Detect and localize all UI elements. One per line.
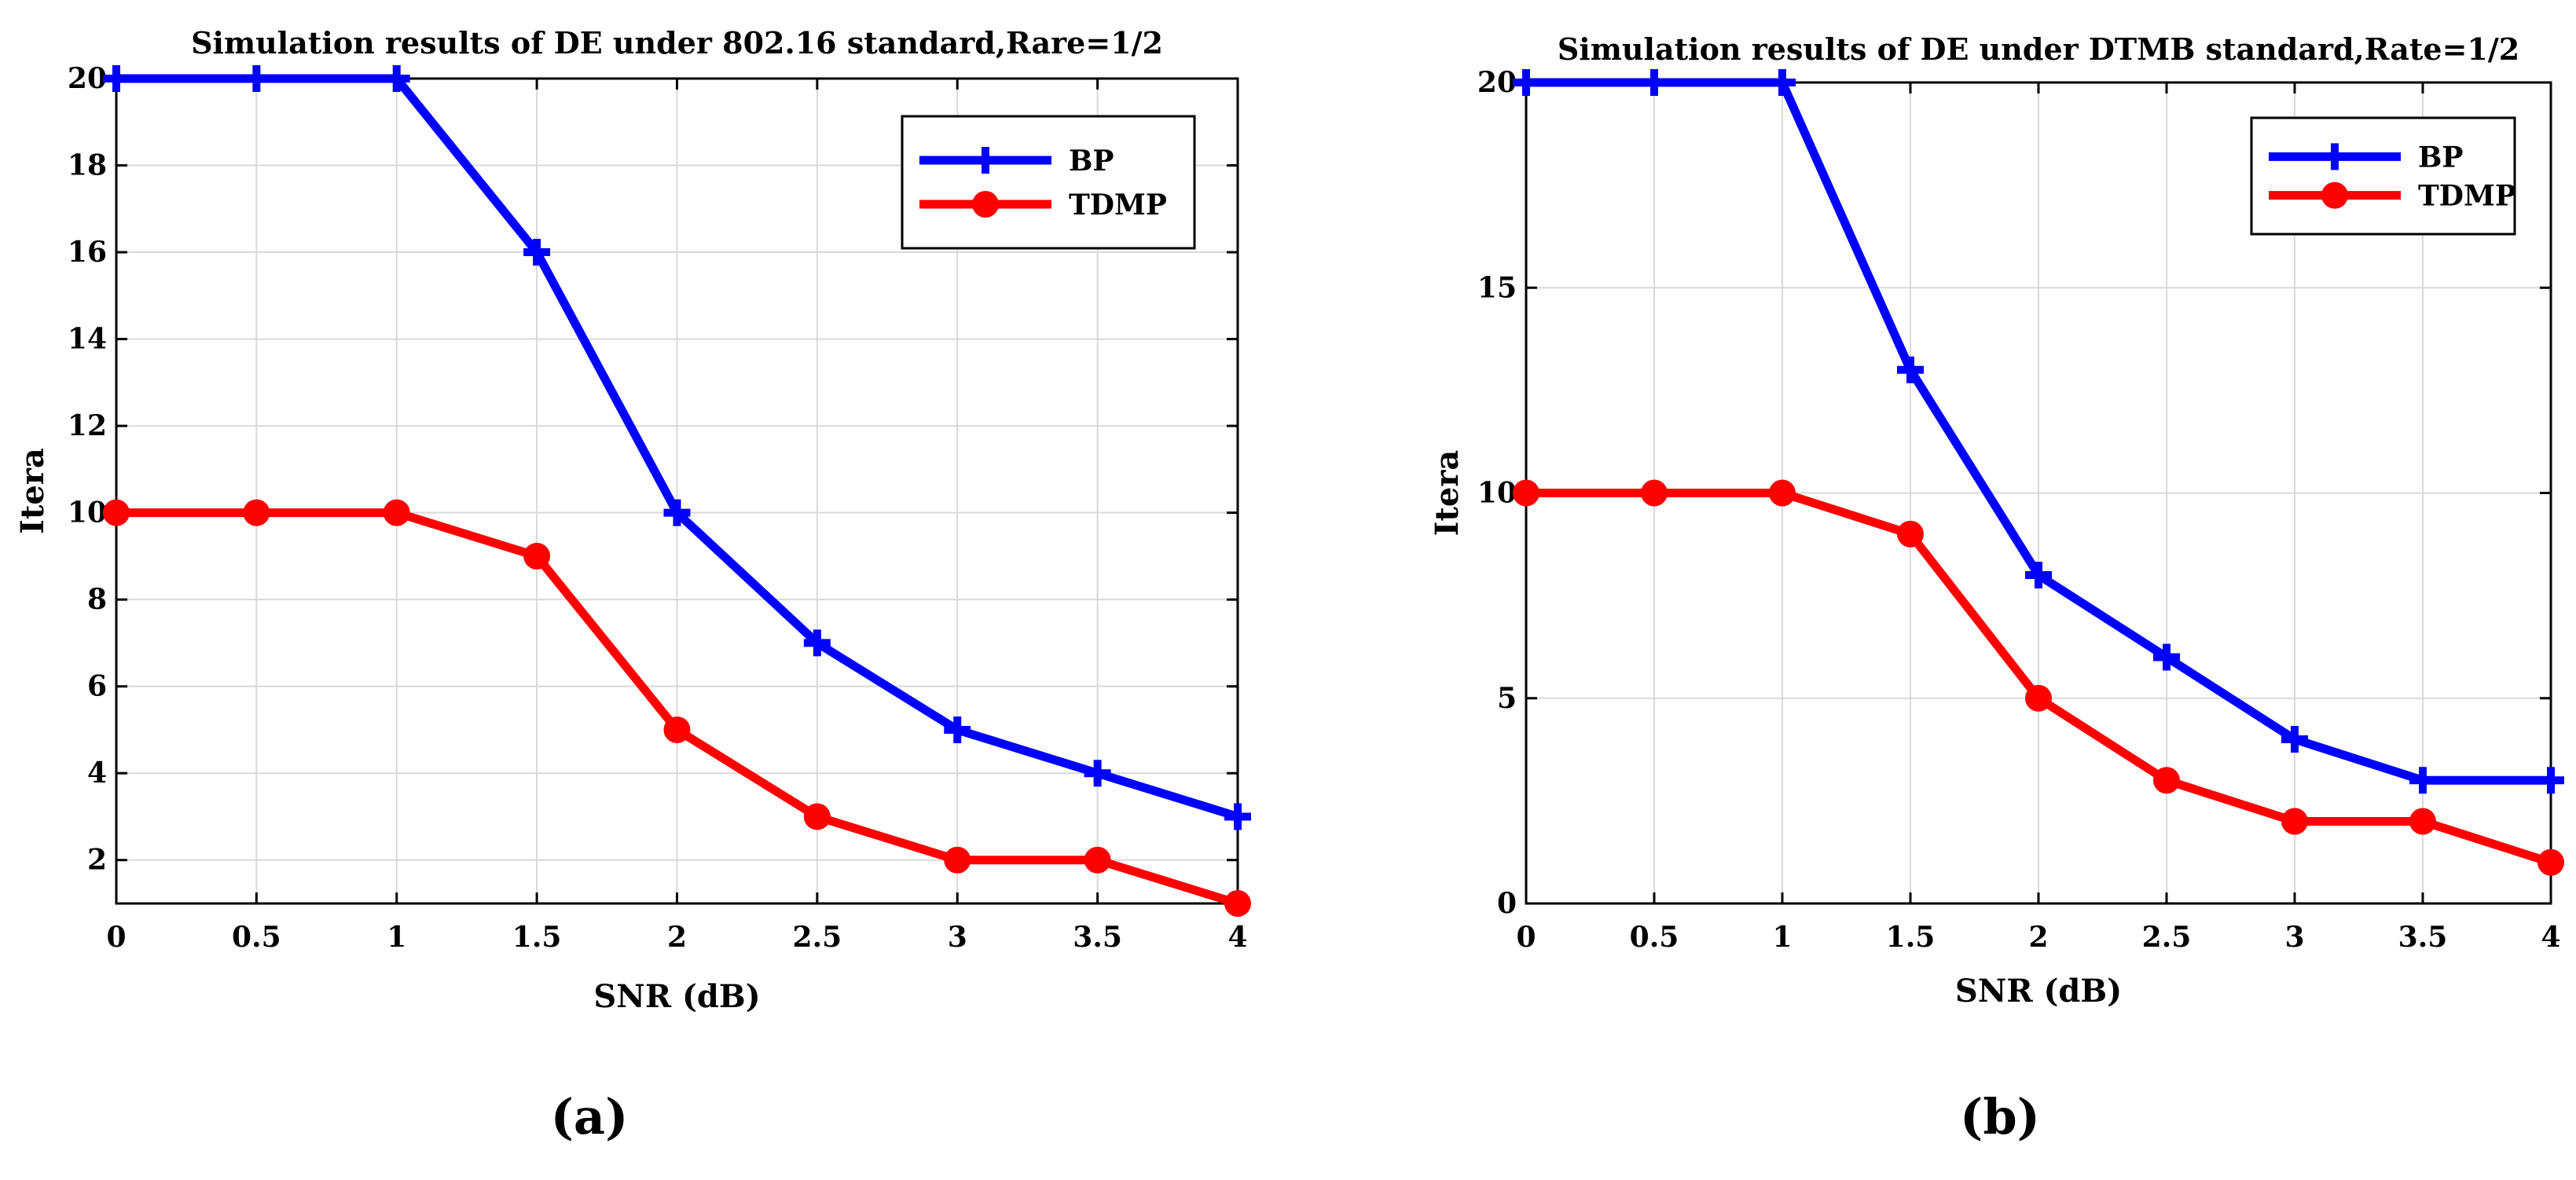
legend-marker-bp	[972, 147, 999, 174]
chart-b: 0 0.5 1 1.5 2 2.5 3 3.5 4 0 5 10 15 20 Simulation resu…	[1429, 31, 2564, 1010]
y-tick-label: 6	[87, 670, 107, 703]
data-point-tdmp	[243, 499, 270, 526]
data-point-bp	[2153, 643, 2180, 671]
data-point-tdmp	[2281, 808, 2308, 835]
x-axis-label: SNR (dB)	[593, 978, 760, 1015]
x-tick-label: 4	[1227, 921, 1247, 954]
data-point-tdmp	[1641, 479, 1668, 507]
panel-label-a: (a)	[550, 1088, 629, 1145]
data-point-tdmp	[1084, 846, 1111, 874]
data-point-bp	[2537, 767, 2564, 794]
data-point-bp	[2409, 767, 2436, 794]
legend-label-tdmp: TDMP	[2418, 180, 2516, 213]
data-point-bp	[2025, 562, 2052, 588]
legend-marker-bp	[2321, 143, 2348, 170]
x-tick-label: 1.5	[1886, 921, 1936, 954]
y-tick-label: 18	[68, 149, 107, 182]
x-tick-label: 3.5	[1073, 921, 1122, 954]
chart-title: Simulation results of DE under 802.16 st…	[191, 25, 1163, 60]
data-point-tdmp	[2537, 848, 2564, 876]
data-point-tdmp	[523, 542, 551, 570]
legend-box	[901, 115, 1196, 250]
legend-label-bp: BP	[1069, 145, 1114, 178]
data-point-bp	[2281, 726, 2308, 753]
x-tick-label: 1.5	[512, 921, 562, 954]
data-point-tdmp	[383, 499, 410, 526]
y-tick-label: 0	[1497, 887, 1517, 920]
x-tick-label: 2	[2028, 921, 2048, 954]
data-point-tdmp	[1513, 479, 1539, 507]
x-tick-label: 3	[948, 921, 967, 954]
y-tick-label: 8	[87, 583, 107, 616]
data-point-bp	[243, 65, 270, 92]
x-tick-label: 3	[2284, 921, 2304, 954]
y-tick-label: 20	[1477, 66, 1517, 99]
data-point-bp	[523, 239, 551, 266]
x-tick-label: 4	[2541, 921, 2560, 954]
legend-label-tdmp: TDMP	[1069, 189, 1167, 222]
y-tick-label: 12	[68, 409, 107, 442]
y-tick-label: 4	[87, 757, 107, 790]
data-point-tdmp	[1224, 890, 1251, 917]
data-point-tdmp	[1769, 479, 1796, 507]
x-tick-label: 3.5	[2398, 921, 2448, 954]
y-axis-label: Itera	[1429, 450, 1466, 537]
data-point-tdmp	[2153, 767, 2180, 794]
data-point-tdmp	[103, 499, 130, 526]
chart-a: 0 0.5 1 1.5 2 2.5 3 3.5 4 2 4 6 8 10 12 14 16 18 20 Simulat…	[14, 25, 1251, 1015]
y-tick-label: 2	[87, 844, 107, 877]
x-axis-label: SNR (dB)	[1955, 973, 2122, 1010]
x-tick-label: 0.5	[232, 921, 281, 954]
x-tick-label: 0	[106, 921, 126, 954]
y-tick-label: 16	[68, 236, 107, 269]
y-tick-label: 14	[68, 323, 107, 356]
data-point-bp	[944, 716, 971, 743]
y-axis-label: Itera	[14, 448, 51, 534]
data-point-bp	[1897, 356, 1924, 383]
x-tick-label: 2.5	[793, 921, 842, 954]
x-tick-label: 1	[1772, 921, 1792, 954]
x-tick-label: 0	[1516, 921, 1536, 954]
data-point-tdmp	[2409, 808, 2436, 835]
x-tick-label: 1	[387, 921, 406, 954]
y-tick-label: 5	[1497, 682, 1517, 715]
legend-marker-tdmp	[2321, 181, 2348, 209]
x-tick-label: 0.5	[1630, 921, 1679, 954]
data-point-bp	[803, 629, 831, 657]
data-point-bp	[1769, 69, 1796, 96]
data-point-tdmp	[944, 846, 971, 874]
chart-title: Simulation results of DE under DTMB stan…	[1558, 31, 2519, 67]
data-point-bp	[103, 65, 130, 92]
panel-label-b: (b)	[1959, 1088, 2041, 1145]
data-point-tdmp	[803, 803, 831, 830]
y-tick-label: 20	[68, 62, 107, 95]
data-point-bp	[1084, 760, 1111, 787]
data-point-bp	[1513, 69, 1539, 96]
data-point-tdmp	[663, 716, 691, 743]
x-tick-label: 2.5	[2142, 921, 2192, 954]
data-point-bp	[383, 65, 410, 92]
legend-label-bp: BP	[2418, 141, 2464, 174]
data-point-tdmp	[2025, 684, 2052, 712]
legend-box	[2250, 116, 2516, 236]
y-tick-label: 15	[1477, 271, 1517, 304]
data-point-bp	[1641, 69, 1668, 96]
data-point-bp	[1224, 803, 1251, 830]
data-point-tdmp	[1897, 520, 1924, 548]
x-tick-label: 2	[667, 921, 687, 954]
legend-marker-tdmp	[972, 191, 999, 218]
data-point-bp	[663, 499, 691, 526]
y-tick-label: 10	[1477, 477, 1517, 510]
y-tick-label: 10	[68, 497, 107, 530]
